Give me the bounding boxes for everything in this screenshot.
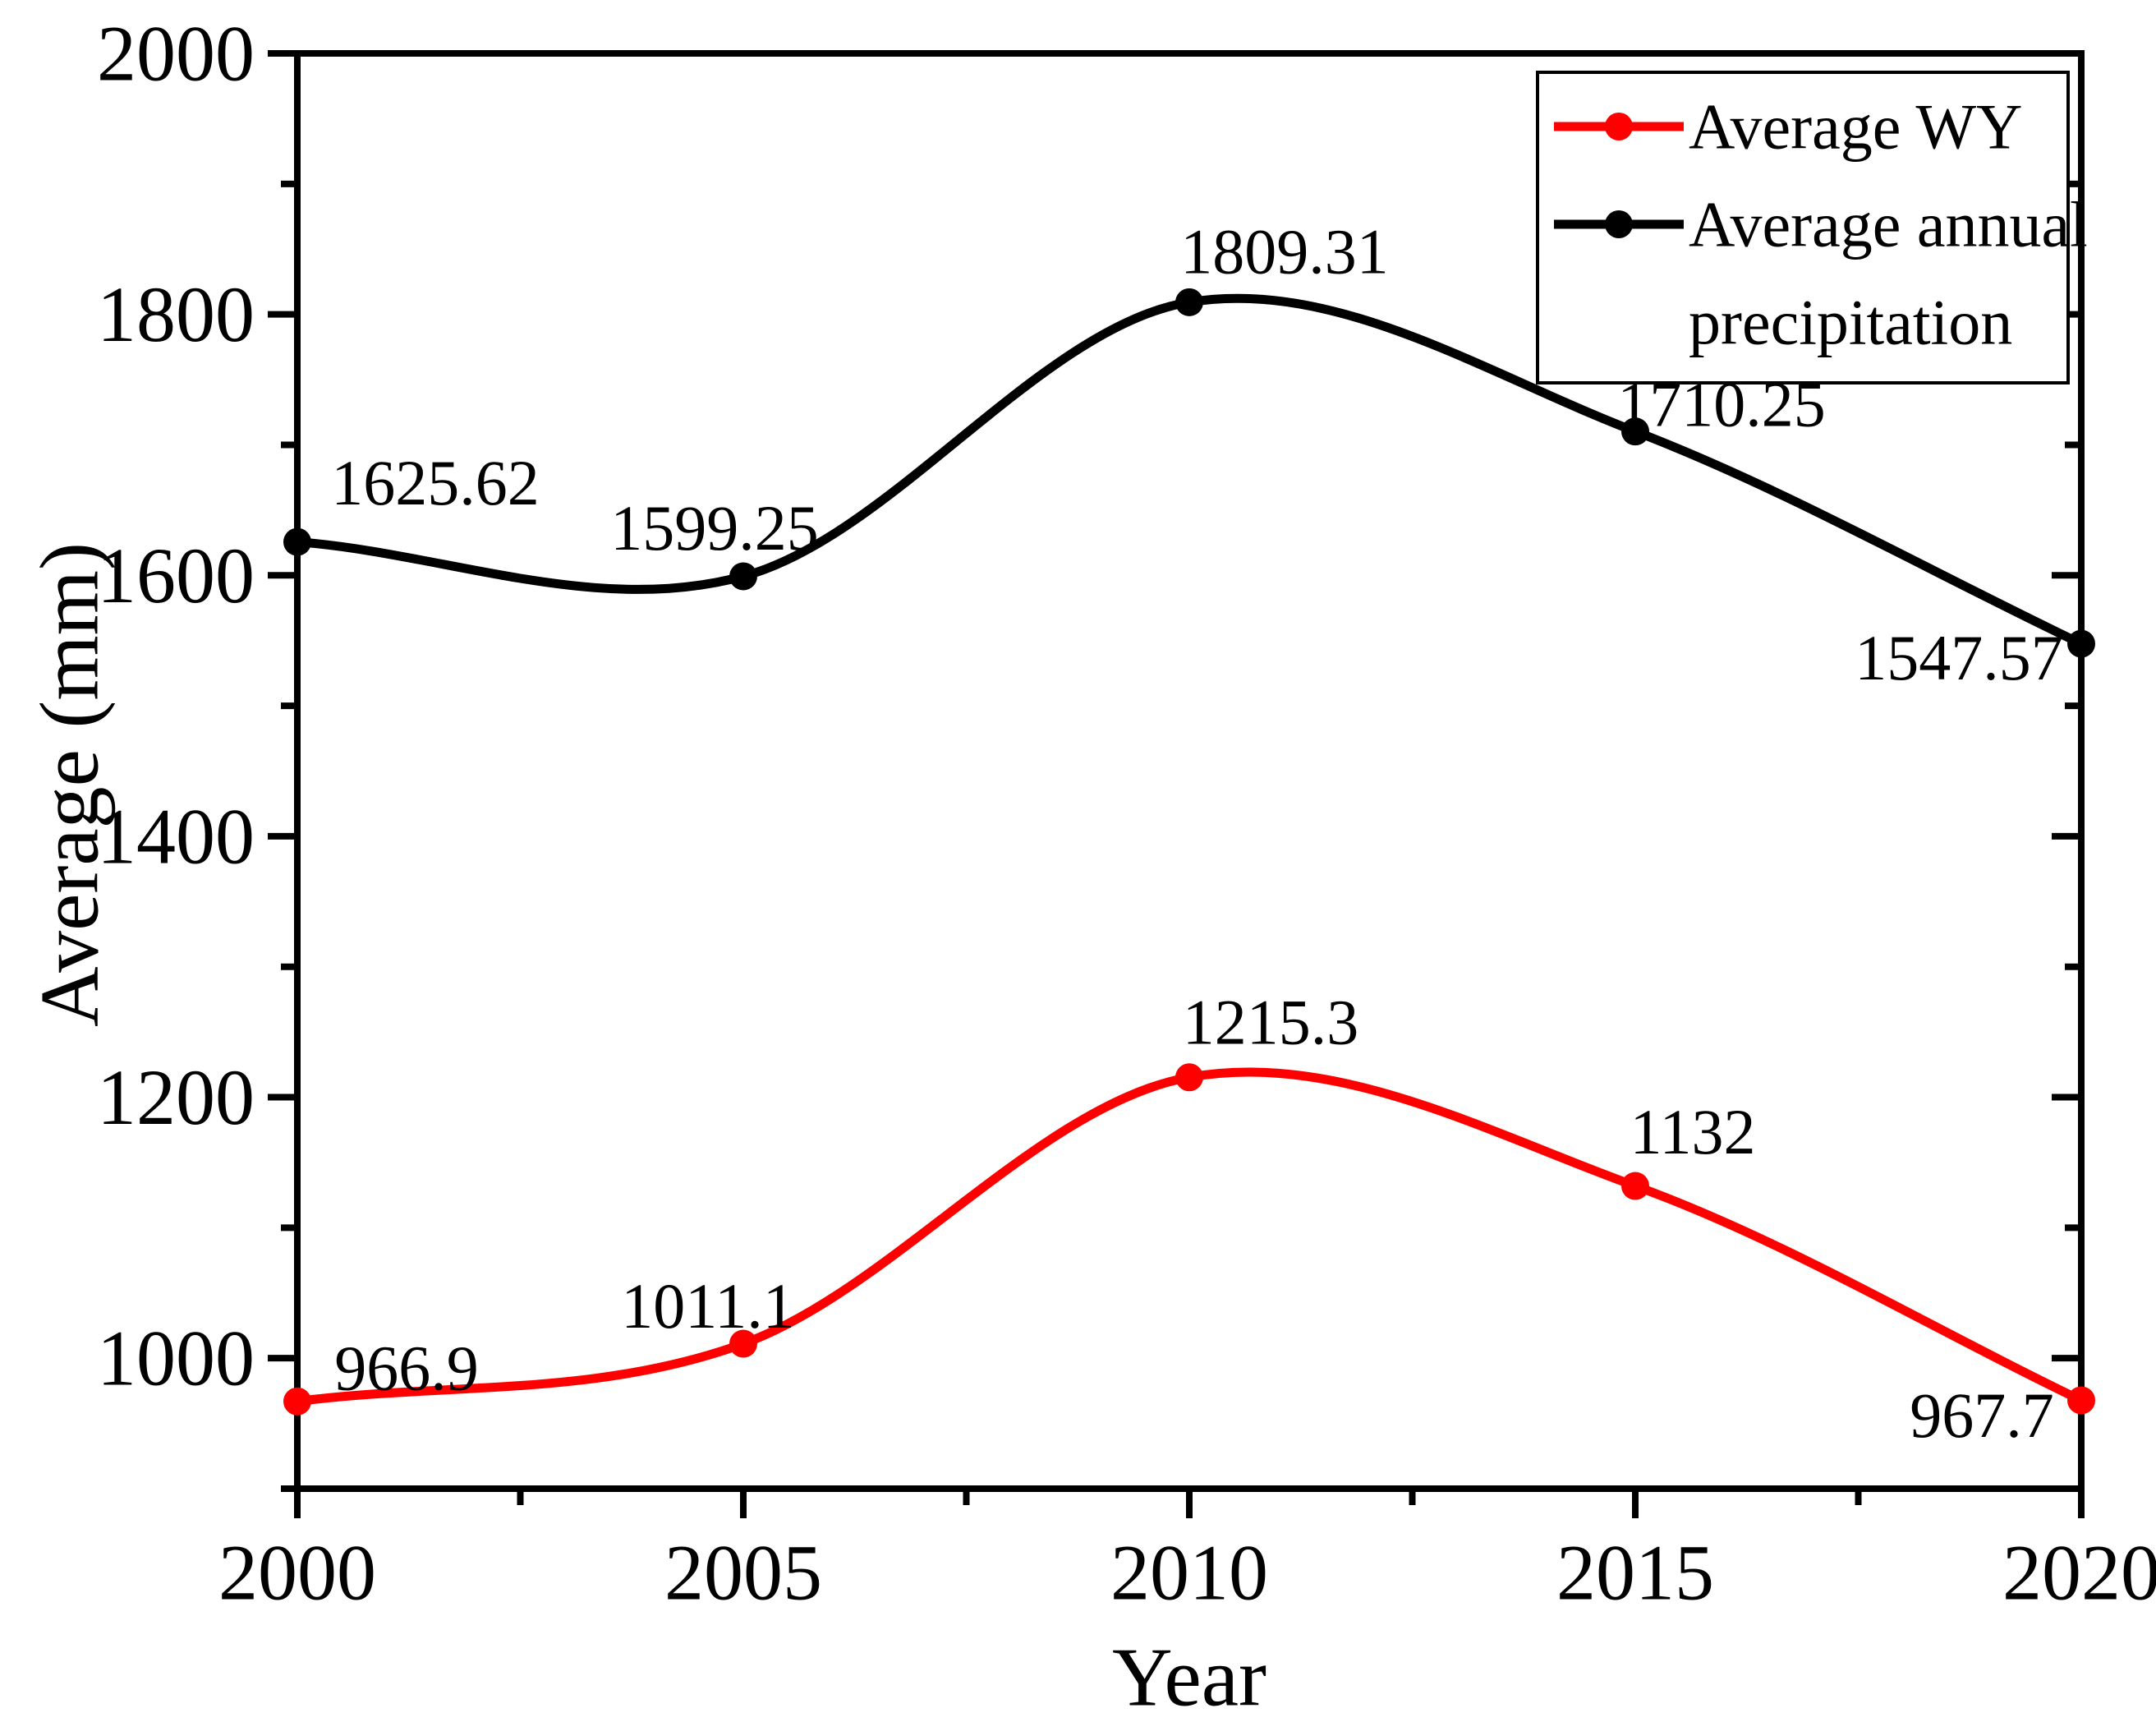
x-axis-ticks — [294, 1489, 2085, 1518]
y-tick-label: 1400 — [97, 792, 255, 880]
data-point-label: 1625.62 — [331, 447, 540, 518]
legend-marker — [1605, 210, 1633, 238]
x-tick-label: 2010 — [1110, 1529, 1268, 1617]
series-average-wy: 966.9 1011.1 1215.3 1132 967.7 — [283, 987, 2095, 1451]
legend-item-average-annual-precipitation: Average annual precipitation — [1554, 189, 2088, 358]
data-point — [1175, 288, 1203, 316]
data-point — [729, 1329, 757, 1358]
x-axis-tick-labels: 2000 2005 2010 2015 2020 — [218, 1529, 2156, 1617]
data-point-label: 1547.57 — [1855, 622, 2063, 693]
data-point-label: 1132 — [1630, 1096, 1755, 1167]
data-point-label: 967.7 — [1910, 1379, 2054, 1451]
legend-marker — [1605, 113, 1633, 140]
data-point — [1175, 1063, 1203, 1092]
data-point — [283, 527, 311, 556]
data-point — [2067, 1386, 2095, 1415]
data-point — [1621, 1172, 1649, 1200]
x-tick-label: 2005 — [664, 1529, 822, 1617]
legend-label: Average WY — [1689, 91, 2022, 163]
data-point-label: 1011.1 — [621, 1270, 795, 1342]
y-axis-title: Average (mm) — [24, 542, 117, 1027]
data-point-label: 1215.3 — [1183, 987, 1359, 1058]
legend: Average WY Average annual precipitation — [1536, 71, 2088, 384]
x-axis-title: Year — [1112, 1632, 1266, 1722]
x-tick-label: 2015 — [1556, 1529, 1714, 1617]
data-point — [283, 1387, 311, 1416]
y-tick-label: 1200 — [97, 1053, 255, 1141]
data-point-label: 1809.31 — [1180, 215, 1389, 287]
data-point-label: 1599.25 — [610, 492, 819, 564]
y-axis-tick-labels: 1000 1200 1400 1600 1800 2000 — [97, 10, 255, 1402]
data-series: 966.9 1011.1 1215.3 1132 967.7 1625.62 1599.25… — [283, 215, 2095, 1451]
y-tick-label: 1800 — [97, 270, 255, 358]
legend-label: precipitation — [1689, 287, 2012, 358]
data-point — [729, 562, 757, 591]
legend-items: Average WY Average annual precipitation — [1554, 91, 2088, 358]
series-line — [297, 1067, 2084, 1407]
x-tick-label: 2000 — [218, 1529, 376, 1617]
y-tick-label: 1000 — [97, 1315, 255, 1402]
data-point — [2067, 629, 2095, 658]
y-axis-ticks — [268, 50, 297, 1492]
legend-label: Average annual — [1689, 189, 2088, 260]
data-point — [1621, 417, 1649, 446]
y-tick-label: 1600 — [97, 532, 255, 619]
legend-item-average-wy: Average WY — [1554, 91, 2022, 163]
data-point-label: 966.9 — [334, 1332, 479, 1403]
x-tick-label: 2020 — [2002, 1529, 2156, 1617]
y-tick-label: 2000 — [97, 10, 255, 98]
